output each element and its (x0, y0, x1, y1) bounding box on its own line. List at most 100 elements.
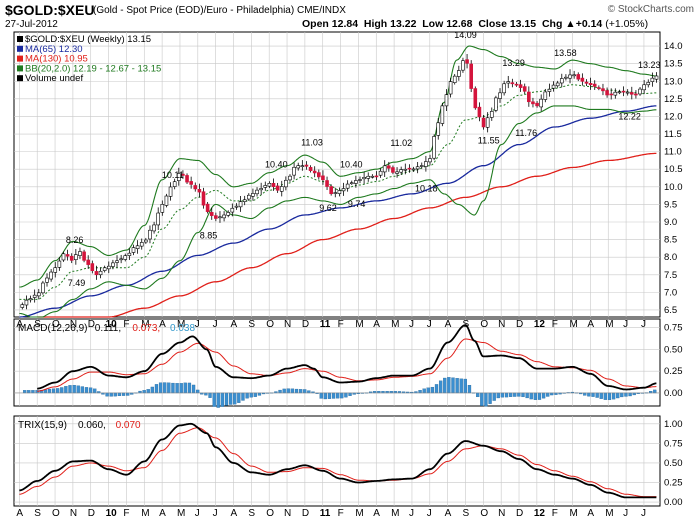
price-y-tick-label: 12.5 (664, 94, 683, 105)
x-tick-label: M (177, 508, 185, 519)
price-y-tick-label: 8.0 (664, 252, 677, 263)
x-tick-label: 12 (534, 319, 546, 330)
macd-histogram-bar (154, 384, 159, 394)
close-label: Close (478, 18, 507, 30)
macd-histogram-bar (525, 392, 529, 399)
macd-histogram-bar (649, 391, 653, 394)
macd-histogram-bar (64, 386, 68, 394)
candle-body (592, 83, 597, 87)
chg-value: +0.14 (575, 18, 603, 30)
x-tick-label: 10 (106, 508, 118, 519)
x-tick-label: A (587, 319, 594, 330)
x-tick-label: M (391, 319, 399, 330)
macd-histogram-bar (183, 382, 187, 394)
candle-body (106, 265, 111, 270)
candle-body (477, 106, 482, 118)
x-tick-label: F (338, 319, 344, 330)
candle-body (36, 292, 41, 297)
price-y-tick-label: 10.5 (664, 164, 683, 175)
macd-histogram-bar (220, 392, 225, 407)
x-tick-label: F (123, 319, 129, 330)
candle-body (271, 183, 276, 187)
macd-histogram-bar (327, 392, 332, 399)
trix-line (19, 422, 657, 499)
candle-body (465, 59, 469, 64)
candle-body (90, 263, 95, 272)
candle-body (366, 175, 371, 179)
chg-arrow-icon: ▲ (565, 18, 576, 30)
candle-body (234, 205, 239, 208)
macd-y-tick-label: 0.50 (664, 344, 683, 355)
x-tick-label: A (445, 508, 452, 519)
x-tick-label: M (605, 508, 613, 519)
price-annotation: 10.18 (415, 183, 438, 193)
candle-body (642, 84, 646, 91)
x-tick-label: D (516, 508, 523, 519)
candle-body (181, 173, 185, 176)
candle-body (325, 180, 329, 187)
macd-histogram-bar (208, 392, 212, 398)
trix-y-tick-label: 0.00 (664, 497, 683, 508)
legend-swatch (17, 75, 23, 82)
price-y-tick-label: 8.5 (664, 235, 677, 246)
macd-histogram-bar (422, 388, 426, 394)
candle-body (531, 101, 535, 105)
candle-body (527, 91, 531, 103)
macd-histogram-bar (150, 386, 155, 394)
x-tick-label: O (52, 508, 60, 519)
candle-body (152, 224, 156, 232)
x-tick-label: J (213, 508, 218, 519)
candle-body (605, 90, 609, 96)
x-tick-label: M (141, 319, 149, 330)
trix-y-tick-label: 1.00 (664, 419, 683, 430)
candle-body (189, 181, 193, 185)
price-annotation: 13.23 (638, 60, 661, 70)
macd-histogram-bar (480, 392, 484, 406)
candle-body (345, 183, 350, 189)
macd-histogram-bar (599, 392, 603, 399)
price-y-tick-label: 6.5 (664, 305, 677, 316)
price-y-tick-label: 13.0 (664, 76, 683, 87)
candle-body (78, 251, 82, 256)
candle-body (312, 170, 317, 174)
trix-signal-line (19, 427, 657, 498)
macd-legend-entry: 0.073, (132, 323, 160, 334)
price-annotation: 9.62 (319, 203, 337, 213)
price-annotation: 11.55 (478, 135, 500, 145)
legend-swatch (17, 55, 23, 62)
macd-histogram-bar (583, 392, 587, 396)
candle-body (127, 252, 132, 256)
candle-body (461, 60, 465, 71)
price-annotation: 12.22 (618, 112, 641, 122)
candle-body (156, 212, 161, 226)
candle-body (473, 88, 478, 109)
candle-body (387, 165, 391, 169)
candle-body (621, 90, 626, 93)
candle-body (41, 282, 45, 294)
x-tick-label: D (302, 508, 309, 519)
trix-legend-entry: 0.060, (78, 420, 106, 431)
x-tick-label: D (88, 319, 95, 330)
candle-body (576, 74, 581, 80)
candle-body (86, 259, 90, 265)
legend-swatch (17, 65, 23, 72)
candle-body (74, 254, 78, 260)
open-label: Open (302, 18, 329, 30)
macd-histogram-bar (126, 392, 130, 396)
x-tick-label: A (159, 319, 166, 330)
macd-signal-line (37, 338, 657, 392)
macd-histogram-bar (393, 391, 397, 394)
candle-body (308, 167, 313, 171)
macd-histogram-bar (27, 390, 31, 394)
candle-body (251, 193, 255, 197)
candle-body (284, 179, 288, 188)
macd-histogram-bar (56, 388, 60, 394)
candle-body (485, 117, 490, 128)
legend-entry: Volume undef (25, 73, 83, 84)
macd-histogram-bar (323, 392, 327, 400)
x-tick-label: O (266, 319, 274, 330)
candle-body (288, 175, 292, 181)
x-tick-label: A (159, 508, 166, 519)
candle-body (337, 190, 342, 194)
candle-body (419, 165, 424, 167)
